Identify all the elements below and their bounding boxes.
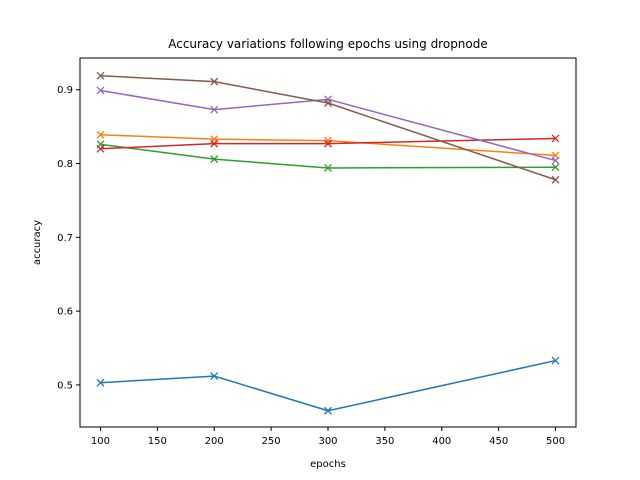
- y-tick-label: 0.5: [57, 380, 73, 391]
- y-tick-label: 0.8: [57, 159, 73, 170]
- series-3-point: [324, 164, 332, 172]
- series-6-point: [210, 77, 219, 86]
- series-4-point: [324, 139, 332, 148]
- series-5-point: [551, 156, 560, 165]
- series-6: [96, 71, 560, 184]
- y-tick-label: 0.9: [57, 85, 73, 96]
- series-1-point: [324, 406, 332, 415]
- series-3-point: [210, 155, 219, 164]
- x-tick-label: 400: [432, 436, 451, 447]
- x-tick-label: 100: [91, 436, 110, 447]
- plot-frame: [79, 57, 577, 428]
- series-3: [96, 140, 560, 172]
- series-5: [96, 86, 560, 165]
- series-5-point: [96, 86, 105, 95]
- series-1-point: [210, 372, 219, 381]
- x-tick-label: 450: [489, 436, 508, 447]
- chart-title: Accuracy variations following epochs usi…: [168, 37, 488, 51]
- y-tick-label: 0.6: [57, 307, 73, 318]
- x-tick-label: 300: [318, 436, 337, 447]
- series-5-line: [100, 89, 556, 162]
- x-axis: 100 150 200 250 300 350 400 450 500: [91, 427, 565, 447]
- x-tick-label: 200: [205, 436, 224, 447]
- x-tick-label: 350: [375, 436, 394, 447]
- series-3-line: [100, 143, 556, 169]
- series-2-point: [96, 130, 105, 139]
- series-2-line: [100, 134, 556, 157]
- x-axis-label: epochs: [310, 459, 346, 470]
- series-1-line: [100, 359, 556, 412]
- x-tick-label: 500: [546, 436, 565, 447]
- series-4-point: [551, 134, 560, 143]
- series-6-line: [100, 74, 556, 181]
- series-6-point: [96, 71, 105, 80]
- series-3-point: [551, 163, 560, 172]
- y-axis: 0.5 0.6 0.7 0.8 0.9: [57, 85, 80, 391]
- series-4-point: [96, 144, 105, 153]
- x-tick-label: 250: [262, 436, 281, 447]
- series-1-point: [551, 356, 560, 365]
- series-5-point: [324, 95, 332, 104]
- y-tick-label: 0.7: [57, 233, 73, 244]
- series-6-point: [324, 99, 332, 107]
- x-tick-label: 150: [148, 436, 167, 447]
- plot-area: [96, 71, 560, 415]
- series-6-point: [551, 175, 560, 184]
- series-5-point: [210, 105, 219, 114]
- y-axis-label: accuracy: [32, 220, 43, 265]
- series-4-point: [210, 139, 219, 148]
- series-1-point: [96, 378, 105, 387]
- series-1: [96, 356, 560, 415]
